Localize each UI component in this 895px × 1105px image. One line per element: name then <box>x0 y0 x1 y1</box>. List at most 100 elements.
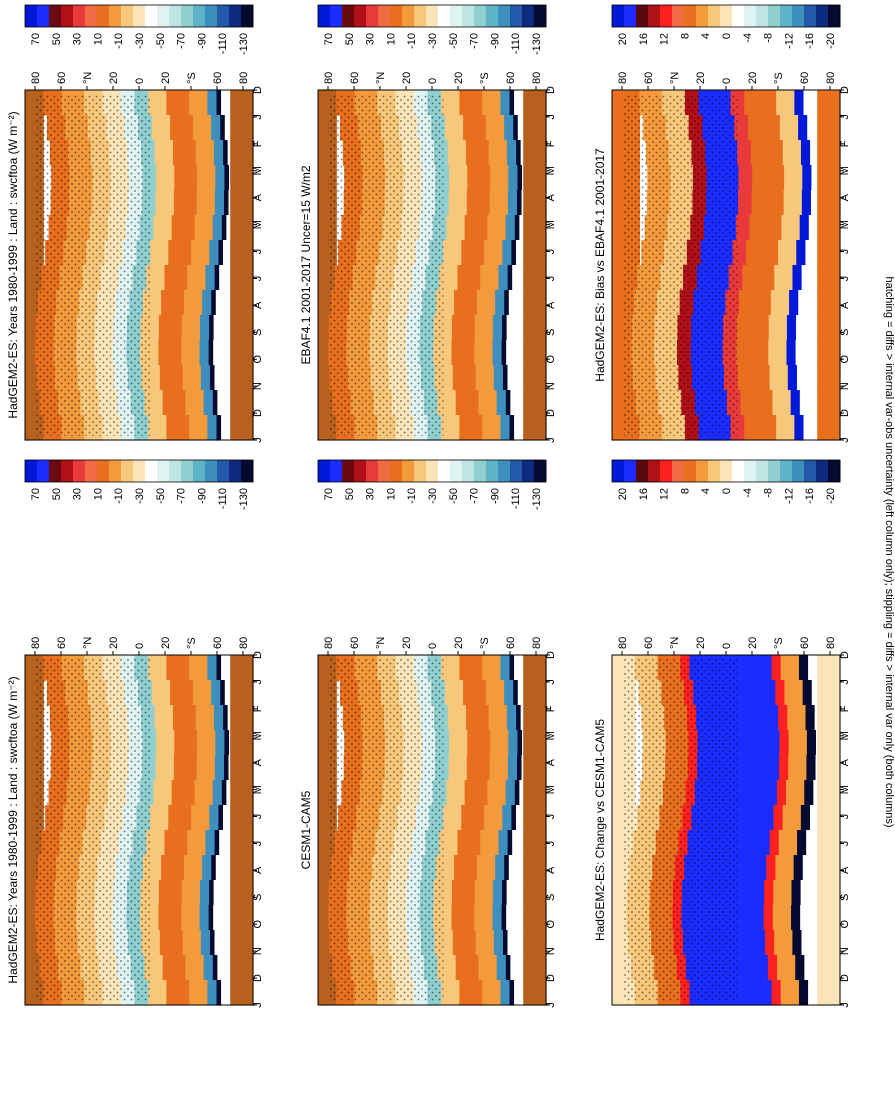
heatmap-cell <box>463 680 487 706</box>
month-tick-label: F <box>839 705 851 712</box>
colorbar-swatch <box>780 5 793 27</box>
heatmap-cell <box>799 215 810 241</box>
heatmap-cell <box>154 140 174 166</box>
heatmap-cell <box>791 905 801 931</box>
panel-title: HadGEM2-ES: Years 1980-1999 : Land : swc… <box>6 111 20 418</box>
heatmap-cell <box>770 290 790 316</box>
heatmap-cell <box>506 705 517 731</box>
heatmap-cell <box>817 165 841 191</box>
heatmap-cell <box>513 115 519 141</box>
lat-tick-label: 20 <box>695 72 707 84</box>
heatmap-cell <box>230 880 254 906</box>
heatmap-cell <box>508 855 519 881</box>
colorbar-swatch <box>708 5 721 27</box>
colorbar-label: -130 <box>531 33 543 55</box>
heatmap-cell <box>168 240 192 266</box>
heatmap-cell <box>205 265 216 291</box>
heatmap-cell <box>230 415 254 441</box>
lat-tick-label: 80 <box>617 637 629 649</box>
heatmap-cell <box>213 140 224 166</box>
month-tick-label: D <box>545 651 557 659</box>
heatmap-cell <box>523 955 547 981</box>
heatmap-cell <box>213 315 224 341</box>
colorbar-swatch <box>462 5 475 27</box>
colorbar-label: 12 <box>659 488 671 500</box>
colorbar-swatch <box>181 5 194 27</box>
heatmap-cell <box>817 730 841 756</box>
colorbar-label: 16 <box>638 33 650 45</box>
stippling <box>623 94 738 436</box>
heatmap-cell <box>150 240 169 266</box>
heatmap-cell <box>523 655 547 681</box>
heatmap-cell <box>192 115 212 141</box>
heatmap-cell <box>817 880 841 906</box>
heatmap-cell <box>806 830 816 856</box>
heatmap-cell <box>502 880 508 906</box>
month-tick-label: F <box>252 140 264 147</box>
lat-tick-label: °S <box>773 637 785 649</box>
heatmap-cell <box>523 290 547 316</box>
month-tick-label: D <box>252 974 264 982</box>
colorbar-swatch <box>426 460 439 482</box>
heatmap-cell <box>507 265 513 291</box>
colorbar-label: -50 <box>448 488 460 504</box>
heatmap-cell <box>465 140 490 166</box>
heatmap-cell <box>798 655 809 681</box>
heatmap-cell <box>802 680 813 706</box>
heatmap-cell <box>488 705 508 731</box>
heatmap-cell <box>744 90 777 116</box>
heatmap-cell <box>459 980 483 1006</box>
colorbar-swatch <box>804 5 817 27</box>
colorbar-label: -10 <box>406 488 418 504</box>
heatmap-cell <box>749 215 783 241</box>
heatmap-cell <box>162 955 187 981</box>
heatmap-cell <box>446 780 466 806</box>
heatmap-cell <box>465 705 490 731</box>
heatmap-cell <box>507 190 518 216</box>
colorbar-swatch <box>157 460 170 482</box>
heatmap-cell <box>502 930 509 956</box>
colorbar-label: -50 <box>155 488 167 504</box>
heatmap-cell <box>222 805 233 831</box>
heatmap-cell <box>443 240 462 266</box>
heatmap-cell <box>230 365 254 391</box>
heatmap-cell <box>170 115 194 141</box>
colorbar-swatch <box>684 5 697 27</box>
colorbar-swatch <box>648 460 661 482</box>
colorbar-swatch <box>780 460 793 482</box>
heatmap-cell <box>230 390 254 416</box>
lat-tick-label: °S <box>479 72 491 84</box>
heatmap-cell <box>482 90 501 116</box>
heatmap-cell <box>476 855 496 881</box>
heatmap-cell <box>787 365 798 391</box>
heatmap-cell <box>478 390 498 416</box>
colorbar-swatch <box>708 460 721 482</box>
month-tick-label: A <box>839 866 851 874</box>
heatmap-cell <box>803 90 818 116</box>
heatmap-cell <box>805 705 816 731</box>
heatmap-cell <box>216 90 222 116</box>
colorbar-label: -110 <box>510 33 522 54</box>
lat-tick-label: °N <box>82 72 94 84</box>
heatmap-cell <box>504 290 510 316</box>
lat-tick-label: 80 <box>238 637 250 649</box>
colorbar-swatch <box>157 5 170 27</box>
heatmap-cell <box>736 315 770 341</box>
colorbar-frame <box>317 4 547 28</box>
heatmap-cell <box>230 705 254 731</box>
heatmap-cell <box>738 190 753 216</box>
heatmap-cell <box>516 140 522 166</box>
colorbar-frame <box>24 459 254 483</box>
heatmap-cell <box>500 655 511 681</box>
heatmap-cell <box>230 980 254 1006</box>
month-tick-label: O <box>839 920 851 929</box>
heatmap-cell <box>523 265 547 291</box>
lat-tick-label: 20 <box>695 637 707 649</box>
heatmap-cell <box>181 880 201 906</box>
colorbar-swatch <box>390 5 403 27</box>
colorbar-label: -90 <box>489 488 501 504</box>
lat-tick-label: 80 <box>617 72 629 84</box>
heatmap-cell <box>203 955 214 981</box>
colorbar-swatch <box>85 5 98 27</box>
heatmap-cell <box>787 705 807 731</box>
